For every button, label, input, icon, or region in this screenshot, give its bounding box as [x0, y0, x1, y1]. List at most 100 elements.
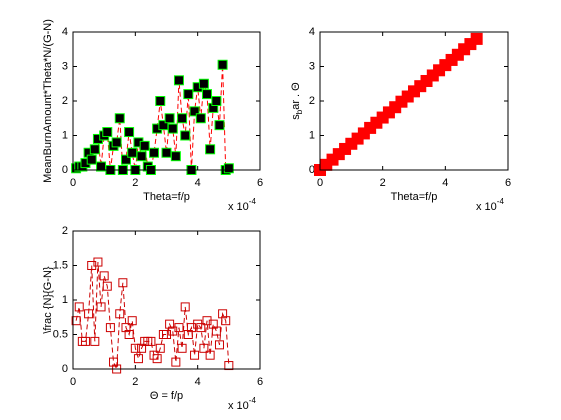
axes-background	[73, 32, 260, 170]
y-label-part: ar . Θ	[290, 82, 302, 110]
axes-box	[72, 31, 261, 171]
marker	[152, 354, 162, 364]
marker	[161, 147, 172, 158]
x-scale-exp: -4	[497, 197, 505, 206]
x-scale-factor: x 10-4	[228, 197, 256, 213]
axes-box	[319, 31, 509, 171]
marker	[105, 323, 115, 333]
x-axis-label: Theta=f/p	[143, 191, 190, 203]
marker	[155, 96, 166, 106]
marker	[111, 137, 122, 148]
marker	[102, 127, 113, 138]
x-scale-factor: x 10-4	[228, 396, 256, 412]
marker	[174, 323, 184, 333]
marker	[211, 96, 222, 106]
x-tick-label: 0	[70, 177, 76, 189]
marker	[202, 89, 213, 100]
marker	[223, 163, 234, 174]
marker	[168, 326, 178, 336]
x-scale-base: x 10	[228, 201, 249, 213]
marker	[177, 113, 188, 124]
marker	[133, 354, 143, 364]
x-tick-label: 4	[195, 177, 201, 189]
marker	[121, 323, 131, 333]
marker	[102, 281, 112, 291]
marker	[127, 147, 138, 158]
marker	[84, 309, 94, 319]
marker	[167, 123, 178, 134]
x-tick-label: 6	[505, 177, 511, 189]
x-scale-factor: x 10-4	[476, 197, 504, 213]
marker	[211, 326, 221, 336]
marker	[171, 357, 181, 367]
y-label-sub: b	[295, 109, 304, 114]
marker	[202, 316, 212, 326]
y-axis-label: \frac {N}{G-N}	[42, 266, 54, 334]
marker	[89, 144, 100, 155]
y-tick-label: 4	[62, 26, 68, 38]
marker	[149, 147, 160, 158]
axes-background	[73, 231, 260, 369]
y-label-part: s	[290, 114, 302, 120]
marker	[80, 336, 90, 346]
marker	[124, 127, 135, 138]
y-tick-label: 0	[62, 363, 68, 375]
marker	[93, 257, 103, 267]
x-tick-label: 6	[257, 177, 263, 189]
marker	[177, 343, 187, 353]
marker	[136, 151, 147, 162]
x-tick-label: 4	[442, 177, 448, 189]
y-tick-label: 4	[309, 26, 315, 38]
x-axis-label: Theta=f/p	[391, 191, 438, 203]
y-tick-label: 3	[309, 60, 315, 72]
marker	[198, 78, 209, 89]
marker	[109, 357, 119, 367]
marker	[114, 113, 125, 124]
x-scale-base: x 10	[476, 201, 497, 213]
marker	[173, 75, 184, 86]
y-axis-label: sbar . Θ	[290, 82, 304, 120]
x-scale-exp: -4	[249, 396, 257, 405]
x-tick-label: 0	[317, 177, 323, 189]
marker	[183, 89, 194, 100]
marker	[195, 113, 206, 124]
marker	[218, 309, 228, 319]
marker	[217, 59, 228, 70]
marker	[180, 130, 191, 141]
marker	[87, 261, 97, 270]
y-tick-label: 1.5	[53, 259, 68, 271]
marker	[120, 154, 131, 165]
marker	[137, 343, 147, 353]
marker	[164, 113, 175, 124]
marker	[189, 106, 200, 117]
y-tick-label: 1	[62, 129, 68, 141]
marker	[130, 343, 140, 353]
marker	[99, 271, 109, 281]
x-tick-label: 2	[132, 376, 138, 388]
y-tick-label: 2	[62, 225, 68, 237]
marker	[214, 120, 225, 131]
x-scale-base: x 10	[228, 400, 249, 412]
y-tick-label: 2	[309, 95, 315, 107]
y-axis-label: MeanBurnAmount*Theta*N/(G-N)	[42, 19, 54, 183]
marker	[224, 361, 234, 371]
marker	[165, 319, 175, 329]
y-tick-label: 0	[62, 164, 68, 176]
marker	[139, 140, 150, 151]
marker	[199, 343, 209, 353]
x-tick-label: 4	[195, 376, 201, 388]
marker	[221, 316, 231, 326]
marker	[90, 336, 100, 346]
marker	[214, 340, 224, 350]
x-tick-label: 2	[132, 177, 138, 189]
marker	[162, 330, 171, 339]
marker	[183, 330, 193, 339]
y-tick-label: 3	[62, 60, 68, 72]
axes-box	[72, 230, 261, 370]
data-line	[75, 262, 230, 370]
marker	[470, 32, 483, 45]
marker	[193, 319, 203, 329]
marker	[205, 350, 215, 360]
marker	[115, 309, 125, 319]
